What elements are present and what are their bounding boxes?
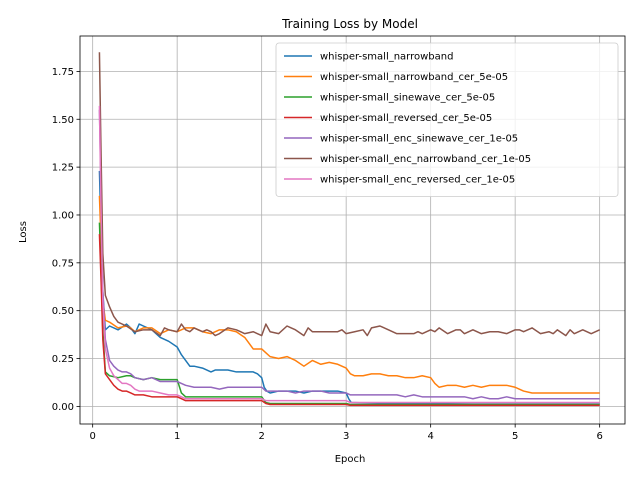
series-lines bbox=[98, 52, 600, 407]
x-tick-label: 5 bbox=[512, 431, 518, 442]
x-tick-label: 0 bbox=[89, 431, 95, 442]
axis-ticks: 0 1 2 3 4 5 6 0.00 0.25 0.50 0.75 1.00 1.25 1.50 1.75 bbox=[52, 67, 603, 442]
series-line-5 bbox=[98, 52, 600, 337]
plot-area bbox=[79, 35, 626, 425]
legend-entry: whisper-small_narrowband_cer_5e-05 bbox=[320, 72, 508, 83]
y-tick-label: 0.00 bbox=[52, 402, 74, 413]
y-tick-label: 0.75 bbox=[52, 258, 74, 269]
series-line-6 bbox=[98, 105, 600, 404]
legend-entry: whisper-small_enc_reversed_cer_1e-05 bbox=[320, 175, 515, 186]
x-tick-label: 1 bbox=[174, 431, 180, 442]
legend: whisper-small_narrowband whisper-small_na… bbox=[275, 42, 619, 197]
legend-entry: whisper-small_reversed_cer_5e-05 bbox=[320, 113, 492, 124]
x-axis-label: Epoch bbox=[335, 454, 366, 465]
x-tick-label: 3 bbox=[343, 431, 349, 442]
legend-entry: whisper-small_enc_narrowband_cer_1e-05 bbox=[320, 154, 531, 165]
legend-box bbox=[275, 42, 619, 197]
legend-entry: whisper-small_sinewave_cer_5e-05 bbox=[320, 93, 495, 104]
series-line-2 bbox=[98, 222, 600, 406]
y-tick-label: 1.25 bbox=[52, 163, 74, 174]
y-tick-label: 1.00 bbox=[52, 210, 74, 221]
y-axis-label: Loss bbox=[18, 221, 29, 243]
y-tick-label: 1.75 bbox=[52, 67, 74, 78]
y-tick-label: 0.25 bbox=[52, 354, 74, 365]
series-line-4 bbox=[98, 109, 600, 400]
chart-title: Training Loss by Model bbox=[281, 17, 418, 31]
series-line-3 bbox=[98, 234, 600, 407]
legend-entry: whisper-small_enc_sinewave_cer_1e-05 bbox=[320, 134, 518, 145]
x-tick-label: 6 bbox=[596, 431, 602, 442]
y-tick-label: 0.50 bbox=[52, 306, 74, 317]
x-tick-label: 4 bbox=[427, 431, 433, 442]
x-tick-label: 2 bbox=[258, 431, 264, 442]
legend-entry: whisper-small_narrowband bbox=[320, 52, 453, 63]
y-tick-label: 1.50 bbox=[52, 115, 74, 126]
